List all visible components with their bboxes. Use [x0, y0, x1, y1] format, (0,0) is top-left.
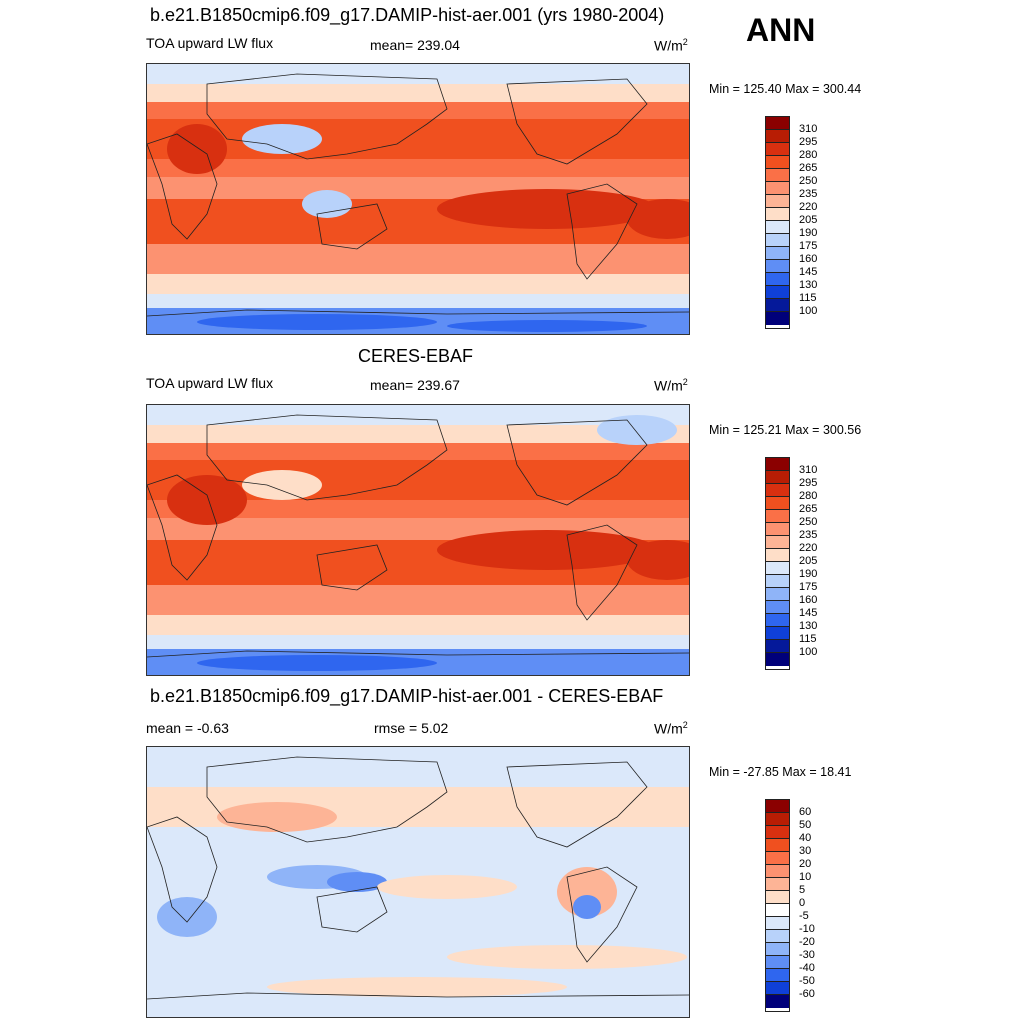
panel-1-colorbar-label: 190	[799, 227, 818, 239]
panel-3-colorbar-label: -10	[799, 923, 815, 935]
panel-1-variable-label: TOA upward LW flux	[146, 35, 274, 51]
panel-1-units: W/m2	[654, 37, 688, 54]
panel-3-units: W/m2	[654, 720, 688, 737]
panel-1-colorbar-label: 100	[799, 305, 818, 317]
panel-3-colorbar-label: 60	[799, 806, 812, 818]
panel-2-units: W/m2	[654, 377, 688, 394]
panel-2-variable-label: TOA upward LW flux	[146, 375, 274, 391]
panel-1-colorbar-label: 250	[799, 175, 818, 187]
panel-3-title: b.e21.B1850cmip6.f09_g17.DAMIP-hist-aer.…	[150, 686, 664, 706]
panel-1-colorbar-label: 310	[799, 123, 818, 135]
panel-1-colorbar-label: 220	[799, 201, 818, 213]
panel-2-colorbar-label: 220	[799, 542, 818, 554]
panel-3-colorbar-label: 5	[799, 884, 806, 896]
panel-3-colorbar-label: -40	[799, 962, 815, 974]
panel-2-mean-label: mean= 239.67	[370, 377, 460, 393]
panel-1-colorbar-label: 130	[799, 279, 818, 291]
panel-2-colorbar-label: 190	[799, 568, 818, 580]
panel-2-colorbar-label: 280	[799, 490, 818, 502]
season-label: ANN	[746, 12, 816, 48]
panel-1-colorbar	[765, 116, 790, 329]
panel-3-colorbar-label: 0	[799, 897, 806, 909]
panel-3-mean-label: mean = -0.63	[146, 720, 229, 736]
panel-1-colorbar-label: 235	[799, 188, 818, 200]
panel-2-colorbar-label: 235	[799, 529, 818, 541]
panel-2-colorbar-label: 205	[799, 555, 818, 567]
panel-3-map	[146, 746, 690, 1018]
panel-1-colorbar-label: 115	[799, 292, 817, 304]
panel-2-colorbar-label: 115	[799, 633, 817, 645]
panel-1-colorbar-label: 175	[799, 240, 818, 252]
panel-1-minmax: Min = 125.40 Max = 300.44	[709, 82, 862, 96]
panel-3-colorbar-label: -50	[799, 975, 815, 987]
panel-2-colorbar-label: 100	[799, 646, 818, 658]
panel-1-colorbar-label: 265	[799, 162, 818, 174]
panel-3-colorbar-label: 40	[799, 832, 812, 844]
panel-3-colorbar-label: 50	[799, 819, 812, 831]
panel-3-colorbar	[765, 799, 790, 1012]
panel-2-colorbar	[765, 457, 790, 670]
panel-3-colorbar-label: -30	[799, 949, 815, 961]
panel-3-colorbar-label: -20	[799, 936, 815, 948]
panel-2-colorbar-label: 175	[799, 581, 818, 593]
panel-2-colorbar-label: 160	[799, 594, 818, 606]
panel-1-colorbar-label: 280	[799, 149, 818, 161]
panel-2-colorbar-label: 295	[799, 477, 818, 489]
panel-2-title: CERES-EBAF	[358, 346, 474, 366]
panel-2-map	[146, 404, 690, 676]
panel-2-colorbar-label: 145	[799, 607, 818, 619]
panel-1-colorbar-label: 295	[799, 136, 818, 148]
panel-1-colorbar-label: 205	[799, 214, 818, 226]
panel-1-mean-label: mean= 239.04	[370, 37, 460, 53]
panel-1-colorbar-label: 160	[799, 253, 818, 265]
panel-2-colorbar-label: 310	[799, 464, 818, 476]
panel-2-minmax: Min = 125.21 Max = 300.56	[709, 423, 862, 437]
panel-3-colorbar-label: -5	[799, 910, 809, 922]
panel-3-minmax: Min = -27.85 Max = 18.41	[709, 765, 852, 779]
panel-1-title: b.e21.B1850cmip6.f09_g17.DAMIP-hist-aer.…	[150, 5, 665, 25]
panel-3-colorbar-label: 20	[799, 858, 812, 870]
panel-2-colorbar-label: 250	[799, 516, 818, 528]
panel-3-rmse-label: rmse = 5.02	[374, 720, 449, 736]
panel-3-colorbar-label: 10	[799, 871, 812, 883]
panel-1-colorbar-label: 145	[799, 266, 818, 278]
panel-1-map	[146, 63, 690, 335]
panel-3-colorbar-label: 30	[799, 845, 812, 857]
panel-2-colorbar-label: 265	[799, 503, 818, 515]
panel-3-colorbar-label: -60	[799, 988, 815, 1000]
panel-2-colorbar-label: 130	[799, 620, 818, 632]
